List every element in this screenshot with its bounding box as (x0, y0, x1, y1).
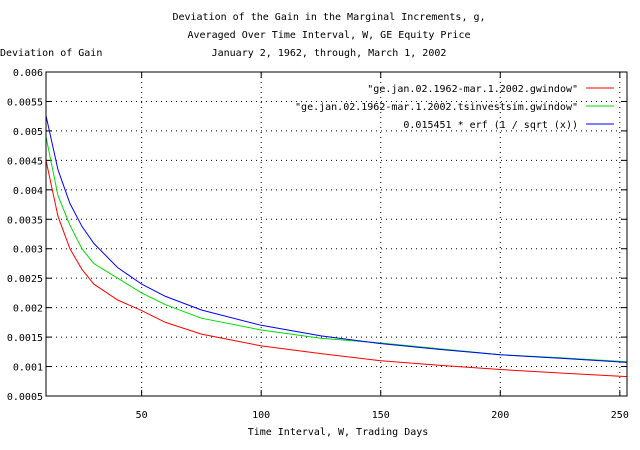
series-lines (45, 115, 628, 378)
chart-title-line-2: Averaged Over Time Interval, W, GE Equit… (188, 30, 471, 41)
x-axis-label: Time Interval, W, Trading Days (248, 427, 429, 438)
axis-ticks: 0.0005 0.001 0.0015 0.002 0.0025 0.003 0.0035 0… (7, 68, 629, 421)
chart-title: Deviation of the Gain in the Marginal In… (172, 12, 485, 59)
y-tick-label: 0.0045 (7, 156, 43, 167)
grid-lines (46, 72, 627, 396)
plot-frame (45, 71, 628, 397)
y-tick-label: 0.0015 (7, 333, 43, 344)
y-axis-label: Deviation of Gain (0, 48, 102, 59)
y-tick-label: 0.004 (13, 186, 43, 197)
y-tick-label: 0.0005 (7, 392, 43, 403)
x-tick-label: 50 (136, 410, 148, 421)
series-line-3 (45, 115, 628, 363)
x-tick-label: 200 (491, 410, 509, 421)
y-tick-label: 0.005 (13, 127, 43, 138)
y-tick-label: 0.003 (13, 245, 43, 256)
x-tick-label: 250 (611, 410, 629, 421)
y-tick-label: 0.0025 (7, 274, 43, 285)
y-tick-label: 0.001 (13, 363, 43, 374)
series-line-2 (45, 136, 628, 363)
y-tick-label: 0.0055 (7, 97, 43, 108)
legend-label-2: "ge.jan.02.1962-mar.1.2002.tsinvestsim.g… (295, 102, 578, 113)
x-tick-label: 150 (372, 410, 390, 421)
chart-title-line-1: Deviation of the Gain in the Marginal In… (172, 12, 485, 23)
series-line-1 (45, 160, 628, 378)
y-tick-label: 0.002 (13, 304, 43, 315)
legend-label-1: "ge.jan.02.1962-mar.1.2002.gwindow" (367, 84, 578, 95)
legend-label-3: 0.015451 * erf (1 / sqrt (x)) (403, 120, 578, 131)
x-tick-label: 100 (252, 410, 270, 421)
chart-title-line-3: January 2, 1962, through, March 1, 2002 (212, 48, 447, 59)
y-tick-label: 0.006 (13, 68, 43, 79)
legend: "ge.jan.02.1962-mar.1.2002.gwindow" "ge.j… (295, 84, 614, 131)
y-tick-label: 0.0035 (7, 215, 43, 226)
